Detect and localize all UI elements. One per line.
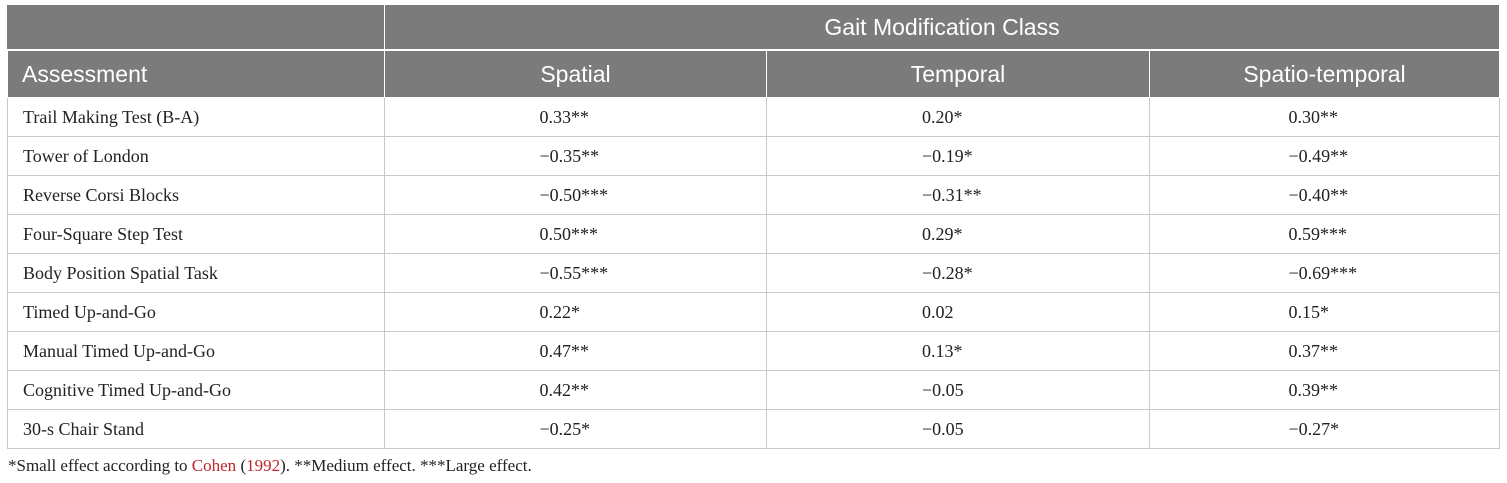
temporal-value-cell: −0.19* <box>766 136 1150 176</box>
spatial-value-text: 0.33** <box>539 106 590 127</box>
column-header-temporal: Temporal <box>766 49 1150 98</box>
temporal-value-text: 0.13* <box>922 340 963 361</box>
table-row: 30-s Chair Stand −0.25* −0.05 −0.27* <box>7 409 1500 449</box>
spatio-temporal-value-cell: 0.59*** <box>1149 214 1500 254</box>
table-row: Cognitive Timed Up-and-Go 0.42** −0.05 0.39… <box>7 370 1500 410</box>
temporal-value-cell: 0.02 <box>766 292 1150 332</box>
spatial-value-cell: 0.33** <box>384 97 767 137</box>
table-row: Timed Up-and-Go 0.22* 0.02 0.15* <box>7 292 1500 332</box>
temporal-value-cell: −0.31** <box>766 175 1150 215</box>
temporal-value-text: 0.20* <box>922 106 963 127</box>
spatio-temporal-value-text: −0.49** <box>1288 145 1349 166</box>
table-footnote: *Small effect according to Cohen (1992).… <box>8 456 532 476</box>
assessment-cell: Four-Square Step Test <box>7 214 385 254</box>
table-row: Four-Square Step Test 0.50*** 0.29* 0.59*** <box>7 214 1500 254</box>
spatio-temporal-value-cell: 0.30** <box>1149 97 1500 137</box>
temporal-value-text: 0.02 <box>922 301 954 322</box>
footnote-prefix: *Small effect according to <box>8 456 192 475</box>
temporal-value-text: −0.28* <box>922 262 973 283</box>
temporal-value-cell: −0.05 <box>766 370 1150 410</box>
spatial-value-text: 0.47** <box>539 340 590 361</box>
spatial-value-text: 0.22* <box>539 301 581 322</box>
temporal-value-text: −0.31** <box>922 184 982 205</box>
spatial-value-cell: −0.50*** <box>384 175 767 215</box>
footnote-paren-open: ( <box>236 456 247 475</box>
table-row: Manual Timed Up-and-Go 0.47** 0.13* 0.37** <box>7 331 1500 371</box>
column-header-assessment: Assessment <box>7 49 385 98</box>
header-blank-cell <box>7 4 385 51</box>
header-column-row: Assessment Spatial Temporal Spatio-tempo… <box>7 49 1500 98</box>
assessment-cell: Cognitive Timed Up-and-Go <box>7 370 385 410</box>
assessment-cell: Reverse Corsi Blocks <box>7 175 385 215</box>
spatial-value-cell: −0.25* <box>384 409 767 449</box>
spatio-temporal-value-cell: −0.40** <box>1149 175 1500 215</box>
assessment-cell: Manual Timed Up-and-Go <box>7 331 385 371</box>
spatio-temporal-value-text: 0.37** <box>1288 340 1339 361</box>
spatial-value-cell: −0.55*** <box>384 253 767 293</box>
temporal-value-text: −0.05 <box>922 379 964 400</box>
spatio-temporal-value-cell: 0.37** <box>1149 331 1500 371</box>
spatio-temporal-value-cell: 0.15* <box>1149 292 1500 332</box>
table-row: Tower of London −0.35** −0.19* −0.49** <box>7 136 1500 176</box>
assessment-cell: Tower of London <box>7 136 385 176</box>
citation-year-link[interactable]: 1992 <box>246 456 281 475</box>
spatio-temporal-value-text: −0.27* <box>1288 418 1340 439</box>
spatio-temporal-value-text: 0.15* <box>1288 301 1330 322</box>
spatio-temporal-value-text: 0.30** <box>1288 106 1339 127</box>
spatial-value-text: −0.55*** <box>539 262 609 283</box>
column-header-spatial: Spatial <box>384 49 767 98</box>
assessment-cell: Timed Up-and-Go <box>7 292 385 332</box>
header-group-row: Gait Modification Class <box>7 4 1500 51</box>
spatial-value-cell: 0.50*** <box>384 214 767 254</box>
table-row: Reverse Corsi Blocks −0.50*** −0.31** −0.40… <box>7 175 1500 215</box>
spatial-value-cell: 0.47** <box>384 331 767 371</box>
temporal-value-cell: −0.05 <box>766 409 1150 449</box>
assessment-cell: 30-s Chair Stand <box>7 409 385 449</box>
temporal-value-cell: 0.29* <box>766 214 1150 254</box>
table-row: Trail Making Test (B-A) 0.33** 0.20* 0.30** <box>7 97 1500 137</box>
temporal-value-text: −0.19* <box>922 145 973 166</box>
spatial-value-cell: 0.22* <box>384 292 767 332</box>
spatial-value-cell: −0.35** <box>384 136 767 176</box>
table-body: Trail Making Test (B-A) 0.33** 0.20* 0.30**… <box>7 97 1500 449</box>
temporal-value-cell: −0.28* <box>766 253 1150 293</box>
spatio-temporal-value-cell: −0.49** <box>1149 136 1500 176</box>
footnote-suffix: ). **Medium effect. ***Large effect. <box>280 456 532 475</box>
spatio-temporal-value-text: −0.69*** <box>1288 262 1358 283</box>
spatio-temporal-value-cell: 0.39** <box>1149 370 1500 410</box>
spatial-value-text: −0.35** <box>539 145 600 166</box>
table-row: Body Position Spatial Task −0.55*** −0.28*… <box>7 253 1500 293</box>
spatial-value-text: 0.42** <box>539 379 590 400</box>
temporal-value-cell: 0.13* <box>766 331 1150 371</box>
spatial-value-text: −0.25* <box>539 418 591 439</box>
spatio-temporal-value-text: −0.40** <box>1288 184 1349 205</box>
spatio-temporal-value-text: 0.39** <box>1288 379 1339 400</box>
spatio-temporal-value-cell: −0.27* <box>1149 409 1500 449</box>
spatio-temporal-value-text: 0.59*** <box>1288 223 1348 244</box>
spatial-value-text: 0.50*** <box>539 223 599 244</box>
column-header-spatio-temporal: Spatio-temporal <box>1149 49 1500 98</box>
temporal-value-text: −0.05 <box>922 418 964 439</box>
effect-size-table: Gait Modification Class Assessment Spati… <box>7 4 1500 449</box>
spatio-temporal-value-cell: −0.69*** <box>1149 253 1500 293</box>
assessment-cell: Trail Making Test (B-A) <box>7 97 385 137</box>
temporal-value-text: 0.29* <box>922 223 963 244</box>
citation-author-link[interactable]: Cohen <box>191 456 237 475</box>
temporal-value-cell: 0.20* <box>766 97 1150 137</box>
gait-modification-class-header: Gait Modification Class <box>384 4 1500 51</box>
spatial-value-cell: 0.42** <box>384 370 767 410</box>
spatial-value-text: −0.50*** <box>539 184 609 205</box>
assessment-cell: Body Position Spatial Task <box>7 253 385 293</box>
